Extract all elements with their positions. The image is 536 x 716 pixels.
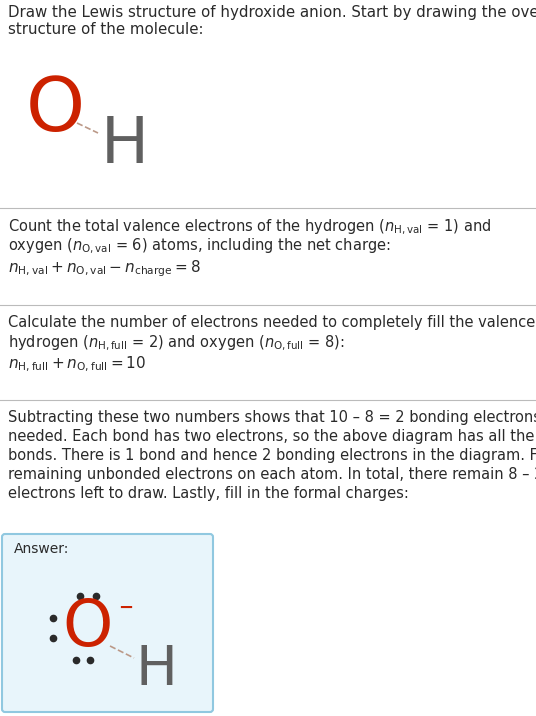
Text: O: O: [63, 597, 113, 659]
Text: bonds. There is 1 bond and hence 2 bonding electrons in the diagram. Fill in the: bonds. There is 1 bond and hence 2 bondi…: [8, 448, 536, 463]
Text: $n_{\mathrm{H,full}} + n_{\mathrm{O,full}} = 10$: $n_{\mathrm{H,full}} + n_{\mathrm{O,full…: [8, 355, 146, 374]
Text: $n_{\mathrm{H,val}} + n_{\mathrm{O,val}} - n_{\mathrm{charge}} = 8$: $n_{\mathrm{H,val}} + n_{\mathrm{O,val}}…: [8, 258, 201, 279]
FancyBboxPatch shape: [2, 534, 213, 712]
Text: O: O: [25, 74, 85, 147]
Text: electrons left to draw. Lastly, fill in the formal charges:: electrons left to draw. Lastly, fill in …: [8, 486, 409, 501]
Text: oxygen ($n_{\mathrm{O,val}}$ = 6) atoms, including the net charge:: oxygen ($n_{\mathrm{O,val}}$ = 6) atoms,…: [8, 237, 391, 256]
Text: Answer:: Answer:: [14, 542, 69, 556]
Text: needed. Each bond has two electrons, so the above diagram has all the necessary: needed. Each bond has two electrons, so …: [8, 429, 536, 444]
Text: H: H: [101, 114, 149, 176]
Text: remaining unbonded electrons on each atom. In total, there remain 8 – 2 = 6: remaining unbonded electrons on each ato…: [8, 467, 536, 482]
Text: Calculate the number of electrons needed to completely fill the valence shells f: Calculate the number of electrons needed…: [8, 315, 536, 330]
Text: hydrogen ($n_{\mathrm{H,full}}$ = 2) and oxygen ($n_{\mathrm{O,full}}$ = 8):: hydrogen ($n_{\mathrm{H,full}}$ = 2) and…: [8, 334, 345, 353]
Text: −: −: [118, 599, 133, 617]
Text: Subtracting these two numbers shows that 10 – 8 = 2 bonding electrons are: Subtracting these two numbers shows that…: [8, 410, 536, 425]
Text: Draw the Lewis structure of hydroxide anion. Start by drawing the overall: Draw the Lewis structure of hydroxide an…: [8, 5, 536, 20]
Text: structure of the molecule:: structure of the molecule:: [8, 22, 204, 37]
Text: H: H: [135, 643, 177, 697]
Text: Count the total valence electrons of the hydrogen ($n_{\mathrm{H,val}}$ = 1) and: Count the total valence electrons of the…: [8, 218, 492, 237]
